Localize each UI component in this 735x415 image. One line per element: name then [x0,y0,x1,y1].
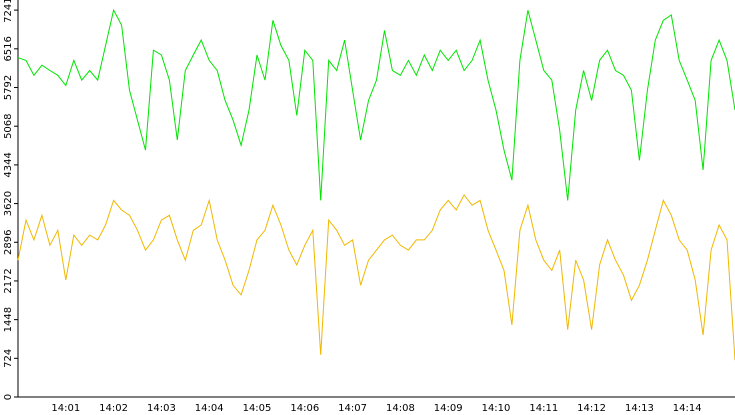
y-tick-label: 724 [3,349,14,368]
y-tick-label: 1448 [3,307,14,332]
y-tick-label: 5068 [3,113,14,138]
y-tick-label: 3620 [3,191,14,216]
x-tick-label: 14:12 [577,403,606,414]
y-tick-label: 4344 [3,152,14,177]
x-tick-label: 14:01 [51,403,80,414]
x-tick-label: 14:06 [290,403,319,414]
x-tick-label: 14:02 [99,403,128,414]
y-tick-label: 5792 [3,75,14,100]
x-tick-label: 14:07 [338,403,367,414]
series-line [17,8,735,201]
x-tick-label: 14:13 [625,403,654,414]
x-tick-label: 14:03 [147,403,176,414]
y-tick-label: 2172 [3,268,14,293]
x-tick-label: 14:11 [529,403,558,414]
y-tick-label: 2896 [3,230,14,255]
series-line [17,194,735,361]
y-tick-label: 7241 [3,0,14,23]
x-tick-label: 14:08 [386,403,415,414]
x-tick-label: 14:09 [434,403,463,414]
y-tick-label: 0 [3,394,14,400]
x-tick-label: 14:14 [673,403,702,414]
x-tick-label: 14:10 [482,403,511,414]
x-tick-label: 14:04 [195,403,224,414]
y-tick-label: 6516 [3,36,14,61]
x-tick-label: 14:05 [243,403,272,414]
